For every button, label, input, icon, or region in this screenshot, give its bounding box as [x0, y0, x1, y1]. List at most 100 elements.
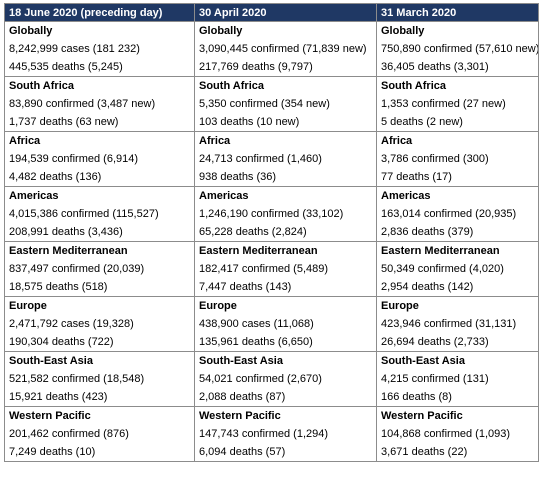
table-row: 521,582 confirmed (18,548) 54,021 confirm… — [4, 370, 539, 388]
region-name-cell: Western Pacific — [4, 406, 195, 425]
table-row: 2,471,792 cases (19,328) 438,900 cases (1… — [4, 315, 539, 333]
deaths-count-cell: 217,769 deaths (9,797) — [194, 58, 377, 77]
deaths-count-cell: 3,671 deaths (22) — [376, 443, 539, 462]
table-row: 4,482 deaths (136) 938 deaths (36) 77 deat… — [4, 168, 539, 187]
confirmed-cases-cell: 2,471,792 cases (19,328) — [4, 315, 195, 333]
confirmed-cases-cell: 201,462 confirmed (876) — [4, 425, 195, 443]
confirmed-cases-cell: 104,868 confirmed (1,093) — [376, 425, 539, 443]
region-name-cell: Western Pacific — [376, 406, 539, 425]
table-row: 208,991 deaths (3,436) 65,228 deaths (2,8… — [4, 223, 539, 242]
region-name-cell: Eastern Mediterranean — [194, 241, 377, 260]
deaths-count-cell: 208,991 deaths (3,436) — [4, 223, 195, 242]
confirmed-cases-cell: 423,946 confirmed (31,131) — [376, 315, 539, 333]
table-row: 15,921 deaths (423) 2,088 deaths (87) 166 … — [4, 388, 539, 407]
region-name-cell: Europe — [376, 296, 539, 315]
confirmed-cases-cell: 1,246,190 confirmed (33,102) — [194, 205, 377, 223]
deaths-count-cell: 15,921 deaths (423) — [4, 388, 195, 407]
table-row: 18,575 deaths (518) 7,447 deaths (143) 2,9… — [4, 278, 539, 297]
deaths-count-cell: 2,836 deaths (379) — [376, 223, 539, 242]
region-name-cell: Eastern Mediterranean — [376, 241, 539, 260]
deaths-count-cell: 18,575 deaths (518) — [4, 278, 195, 297]
table-row: Eastern Mediterranean Eastern Mediterrane… — [4, 241, 539, 260]
table-row: 837,497 confirmed (20,039) 182,417 confir… — [4, 260, 539, 278]
region-name-cell: Europe — [4, 296, 195, 315]
table-row: 190,304 deaths (722) 135,961 deaths (6,65… — [4, 333, 539, 352]
confirmed-cases-cell: 147,743 confirmed (1,294) — [194, 425, 377, 443]
confirmed-cases-cell: 5,350 confirmed (354 new) — [194, 95, 377, 113]
region-name-cell: Globally — [376, 21, 539, 40]
deaths-count-cell: 7,447 deaths (143) — [194, 278, 377, 297]
region-name-cell: Americas — [4, 186, 195, 205]
confirmed-cases-cell: 83,890 confirmed (3,487 new) — [4, 95, 195, 113]
region-name-cell: Globally — [4, 21, 195, 40]
confirmed-cases-cell: 521,582 confirmed (18,548) — [4, 370, 195, 388]
region-name-cell: South-East Asia — [194, 351, 377, 370]
confirmed-cases-cell: 837,497 confirmed (20,039) — [4, 260, 195, 278]
column-header-30-april-2020: 30 April 2020 — [194, 3, 377, 22]
region-name-cell: South Africa — [194, 76, 377, 95]
region-name-cell: South-East Asia — [376, 351, 539, 370]
confirmed-cases-cell: 194,539 confirmed (6,914) — [4, 150, 195, 168]
deaths-count-cell: 65,228 deaths (2,824) — [194, 223, 377, 242]
confirmed-cases-cell: 4,215 confirmed (131) — [376, 370, 539, 388]
table-row: 83,890 confirmed (3,487 new) 5,350 confir… — [4, 95, 539, 113]
confirmed-cases-cell: 182,417 confirmed (5,489) — [194, 260, 377, 278]
deaths-count-cell: 135,961 deaths (6,650) — [194, 333, 377, 352]
table-row: Africa Africa Africa — [4, 131, 539, 150]
region-name-cell: Africa — [376, 131, 539, 150]
deaths-count-cell: 2,088 deaths (87) — [194, 388, 377, 407]
region-name-cell: South-East Asia — [4, 351, 195, 370]
deaths-count-cell: 77 deaths (17) — [376, 168, 539, 187]
deaths-count-cell: 36,405 deaths (3,301) — [376, 58, 539, 77]
table-row: 7,249 deaths (10) 6,094 deaths (57) 3,671 … — [4, 443, 539, 462]
covid-stats-table: 18 June 2020 (preceding day) 30 April 20… — [4, 3, 539, 462]
deaths-count-cell: 4,482 deaths (136) — [4, 168, 195, 187]
deaths-count-cell: 1,737 deaths (63 new) — [4, 113, 195, 132]
region-name-cell: Globally — [194, 21, 377, 40]
table-row: 8,242,999 cases (181 232) 3,090,445 confi… — [4, 40, 539, 58]
confirmed-cases-cell: 3,090,445 confirmed (71,839 new) — [194, 40, 377, 58]
confirmed-cases-cell: 8,242,999 cases (181 232) — [4, 40, 195, 58]
confirmed-cases-cell: 163,014 confirmed (20,935) — [376, 205, 539, 223]
table-row: Americas Americas Americas — [4, 186, 539, 205]
region-name-cell: Africa — [194, 131, 377, 150]
region-name-cell: South Africa — [376, 76, 539, 95]
deaths-count-cell: 7,249 deaths (10) — [4, 443, 195, 462]
deaths-count-cell: 103 deaths (10 new) — [194, 113, 377, 132]
confirmed-cases-cell: 1,353 confirmed (27 new) — [376, 95, 539, 113]
confirmed-cases-cell: 50,349 confirmed (4,020) — [376, 260, 539, 278]
confirmed-cases-cell: 438,900 cases (11,068) — [194, 315, 377, 333]
table-row: 194,539 confirmed (6,914) 24,713 confirme… — [4, 150, 539, 168]
region-name-cell: Europe — [194, 296, 377, 315]
table-body: Globally Globally Globally 8,242,999 cases … — [4, 21, 539, 462]
deaths-count-cell: 5 deaths (2 new) — [376, 113, 539, 132]
deaths-count-cell: 190,304 deaths (722) — [4, 333, 195, 352]
table-row: South-East Asia South-East Asia South-East… — [4, 351, 539, 370]
table-row: 445,535 deaths (5,245) 217,769 deaths (9,… — [4, 58, 539, 77]
table-row: South Africa South Africa South Africa — [4, 76, 539, 95]
region-name-cell: Africa — [4, 131, 195, 150]
deaths-count-cell: 6,094 deaths (57) — [194, 443, 377, 462]
region-name-cell: Americas — [376, 186, 539, 205]
confirmed-cases-cell: 3,786 confirmed (300) — [376, 150, 539, 168]
region-name-cell: Americas — [194, 186, 377, 205]
table-row: 1,737 deaths (63 new) 103 deaths (10 new)… — [4, 113, 539, 132]
confirmed-cases-cell: 24,713 confirmed (1,460) — [194, 150, 377, 168]
deaths-count-cell: 2,954 deaths (142) — [376, 278, 539, 297]
deaths-count-cell: 445,535 deaths (5,245) — [4, 58, 195, 77]
region-name-cell: South Africa — [4, 76, 195, 95]
column-header-31-march-2020: 31 March 2020 — [376, 3, 539, 22]
table-row: Western Pacific Western Pacific Western Pa… — [4, 406, 539, 425]
table-row: Globally Globally Globally — [4, 21, 539, 40]
region-name-cell: Western Pacific — [194, 406, 377, 425]
deaths-count-cell: 166 deaths (8) — [376, 388, 539, 407]
table-row: 201,462 confirmed (876) 147,743 confirmed… — [4, 425, 539, 443]
deaths-count-cell: 938 deaths (36) — [194, 168, 377, 187]
region-name-cell: Eastern Mediterranean — [4, 241, 195, 260]
deaths-count-cell: 26,694 deaths (2,733) — [376, 333, 539, 352]
table-row: 4,015,386 confirmed (115,527) 1,246,190 c… — [4, 205, 539, 223]
column-header-18-june-2020: 18 June 2020 (preceding day) — [4, 3, 195, 22]
table-header: 18 June 2020 (preceding day) 30 April 20… — [4, 3, 539, 22]
confirmed-cases-cell: 750,890 confirmed (57,610 new) — [376, 40, 539, 58]
